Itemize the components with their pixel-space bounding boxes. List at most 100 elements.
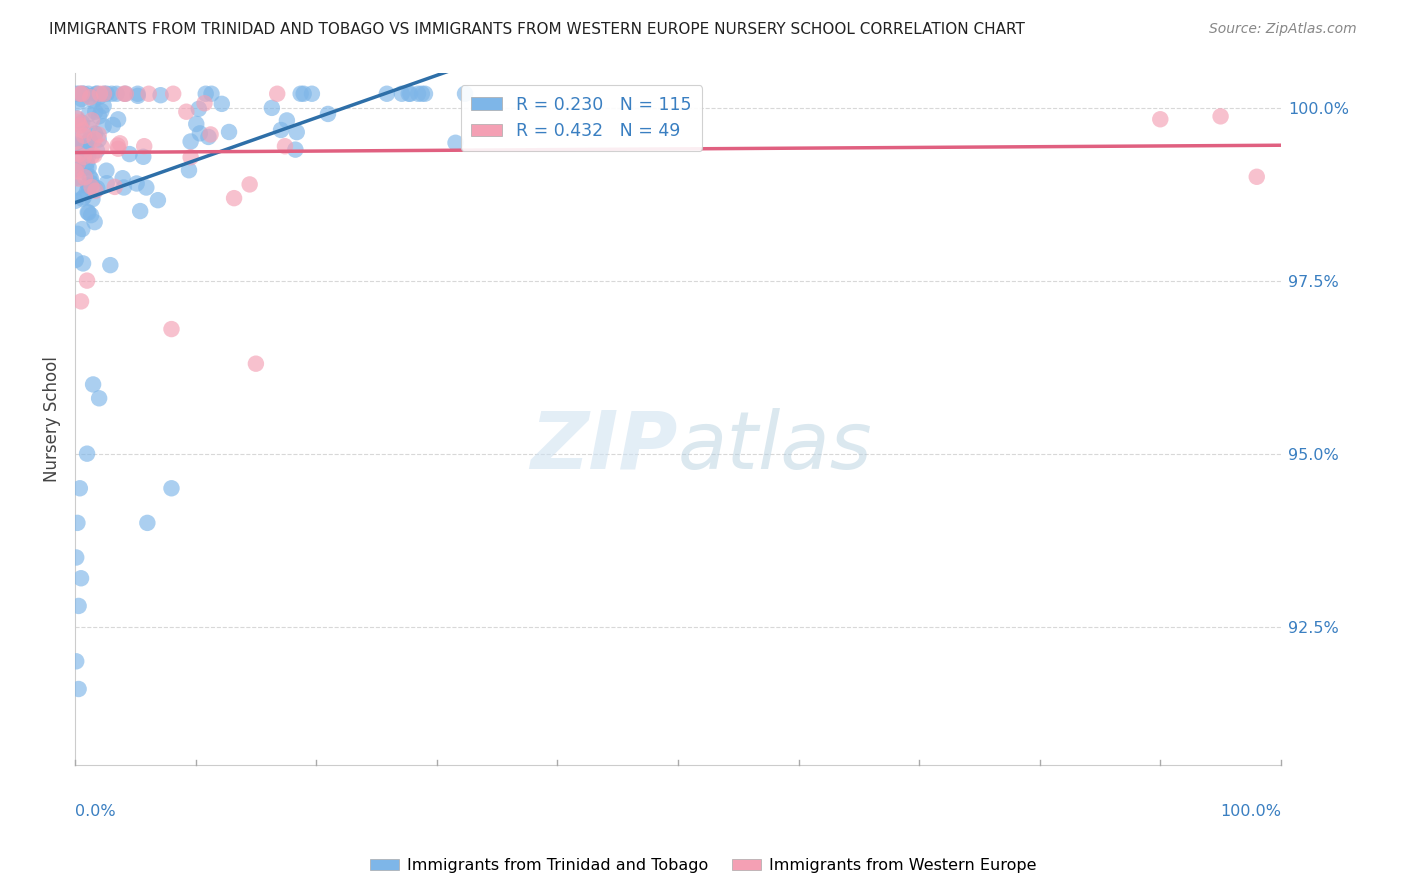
Point	[188, 126, 211, 140]
Point	[444, 136, 467, 150]
Point	[84, 183, 107, 197]
Point	[66, 227, 89, 241]
Point	[406, 87, 429, 101]
Point	[70, 116, 93, 130]
Point	[65, 87, 87, 101]
Point	[222, 191, 245, 205]
Point	[76, 185, 98, 199]
Point	[69, 87, 91, 101]
Point	[66, 139, 89, 153]
Point	[86, 144, 108, 158]
Point	[399, 87, 422, 101]
Point	[186, 117, 208, 131]
Point	[1209, 109, 1232, 123]
Point	[80, 171, 103, 186]
Point	[114, 87, 136, 101]
Point	[375, 87, 398, 101]
Point	[69, 118, 91, 132]
Point	[80, 113, 103, 128]
Point	[285, 125, 308, 139]
Point	[77, 161, 100, 175]
Point	[454, 87, 477, 101]
Point	[67, 115, 90, 129]
Point	[93, 119, 115, 133]
Point	[96, 87, 118, 101]
Point	[84, 184, 107, 198]
Point	[127, 87, 149, 101]
Point	[107, 142, 129, 156]
Point	[76, 205, 98, 219]
Point	[65, 137, 87, 152]
Point	[72, 256, 94, 270]
Point	[193, 96, 215, 111]
Point	[391, 87, 413, 101]
Point	[100, 87, 122, 101]
Point	[65, 137, 87, 152]
Point	[67, 139, 90, 153]
Text: atlas: atlas	[678, 408, 873, 486]
Point	[80, 208, 103, 222]
Point	[79, 89, 101, 103]
Point	[77, 135, 100, 149]
Point	[149, 88, 172, 103]
Point	[411, 87, 433, 101]
Point	[98, 258, 121, 272]
Point	[93, 87, 115, 101]
Point	[86, 87, 108, 101]
Point	[76, 447, 98, 461]
Point	[80, 180, 103, 194]
Point	[118, 147, 141, 161]
Point	[197, 130, 219, 145]
Legend: Immigrants from Trinidad and Tobago, Immigrants from Western Europe: Immigrants from Trinidad and Tobago, Imm…	[364, 852, 1042, 880]
Point	[73, 170, 96, 185]
Point	[72, 87, 94, 101]
Point	[67, 151, 90, 165]
Point	[66, 156, 89, 170]
Point	[292, 87, 315, 101]
Point	[134, 139, 156, 153]
Point	[180, 150, 202, 164]
Point	[67, 681, 90, 696]
Point	[87, 109, 110, 123]
Point	[76, 178, 98, 193]
Point	[107, 138, 129, 153]
Legend: R = 0.230   N = 115, R = 0.432   N = 49: R = 0.230 N = 115, R = 0.432 N = 49	[461, 85, 702, 151]
Point	[77, 149, 100, 163]
Point	[66, 95, 89, 110]
Point	[67, 87, 90, 101]
Point	[65, 112, 87, 126]
Point	[274, 139, 297, 153]
Point	[101, 118, 124, 132]
Point	[284, 143, 307, 157]
Point	[66, 516, 89, 530]
Point	[112, 180, 135, 194]
Point	[239, 178, 262, 192]
Point	[73, 190, 96, 204]
Point	[89, 392, 111, 406]
Point	[70, 571, 93, 585]
Point	[69, 127, 91, 141]
Point	[77, 107, 100, 121]
Point	[65, 162, 87, 177]
Point	[316, 107, 339, 121]
Point	[187, 102, 209, 116]
Point	[266, 87, 288, 101]
Point	[63, 158, 86, 172]
Text: Source: ZipAtlas.com: Source: ZipAtlas.com	[1209, 22, 1357, 37]
Point	[77, 179, 100, 194]
Point	[65, 170, 87, 185]
Point	[200, 128, 222, 142]
Text: 0.0%: 0.0%	[75, 804, 115, 819]
Point	[176, 104, 198, 119]
Point	[160, 481, 183, 495]
Point	[90, 139, 112, 153]
Point	[138, 87, 160, 101]
Point	[132, 150, 155, 164]
Text: ZIP: ZIP	[530, 408, 678, 486]
Point	[160, 322, 183, 336]
Point	[65, 135, 87, 149]
Text: 100.0%: 100.0%	[1220, 804, 1281, 819]
Point	[114, 87, 136, 101]
Point	[82, 377, 104, 392]
Point	[65, 654, 87, 668]
